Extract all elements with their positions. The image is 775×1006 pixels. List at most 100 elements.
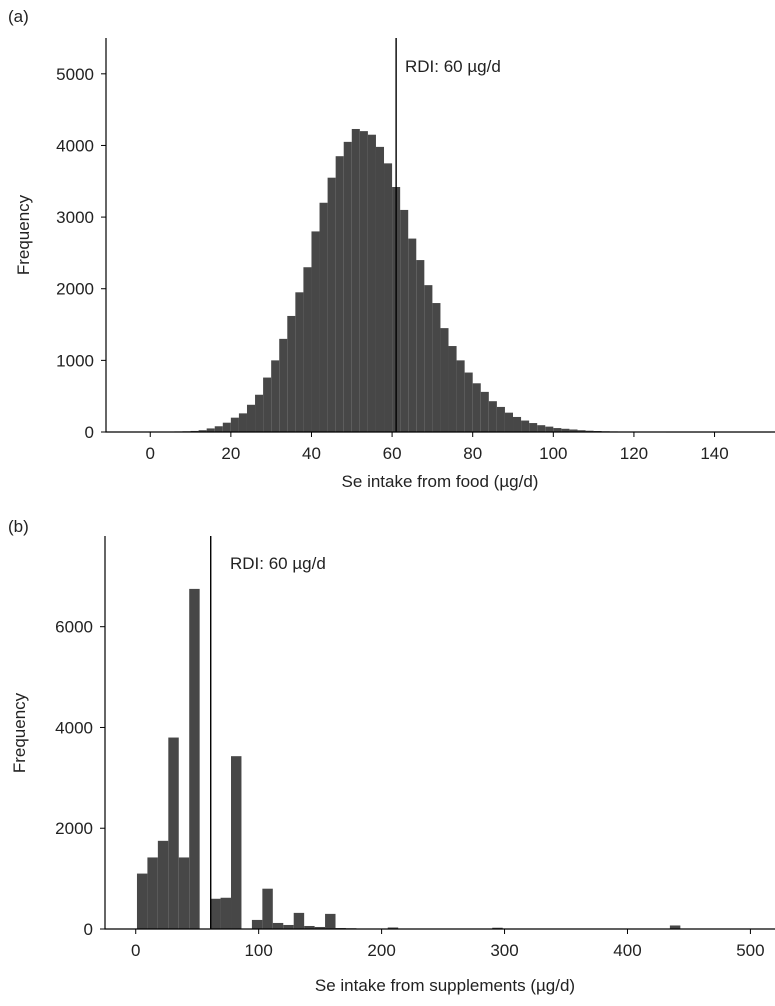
panel-a-bar [440,328,449,432]
panel-b-bar [293,912,305,929]
panel-a-bar [553,428,562,432]
panel-b-bar [669,925,681,929]
panel-a-x-tick-label: 80 [463,444,482,463]
panel-a-y-tick-label: 4000 [56,136,94,155]
panel-b-bar [304,925,315,929]
panel-a-bar [335,156,344,432]
panel-a-bar [472,383,481,432]
panel-b-axes [104,536,775,930]
panel-a-y-ticks: 0 1000 2000 3000 4000 5000 [56,65,106,442]
panel-a-bar [246,404,256,432]
panel-a-bar [537,425,546,432]
panel-a-bar [359,131,368,432]
panel-b-bar [314,926,326,929]
panel-b-bar [387,927,399,929]
panel-a-x-tick-label: 40 [302,444,321,463]
panel-b-y-axis-title: Frequency [10,692,29,773]
panel-b-y-ticks: 0 2000 4000 6000 [55,618,105,939]
panel-b-y-tick-label: 6000 [55,618,93,637]
panel-a-bar [319,202,328,432]
panel-a-bar [303,267,312,432]
panel-a-x-tick-label: 0 [146,444,155,463]
panel-a-bar [400,209,409,432]
panel-a-bar [367,134,376,432]
panel-a-bar [408,238,417,432]
panel-b-histogram: (b) RDI: 60 µg/d 0 2000 4000 6000 0 100 200 30… [8,517,775,995]
panel-b-bar [272,922,284,929]
panel-a-bar [351,128,360,433]
panel-a-bar [214,426,223,432]
panel-a-bar [279,338,288,432]
panel-a-bar [271,360,280,432]
panel-b-bar [147,857,158,929]
panel-a-x-tick-label: 100 [539,444,567,463]
panel-b-bar [220,897,232,929]
panel-b-x-tick-label: 200 [367,941,395,960]
panel-a-bar [238,413,247,432]
panel-a-bar [513,416,522,432]
panel-a-bar [222,422,231,432]
panel-a-y-axis-title: Frequency [14,194,33,275]
panel-a-bar [456,360,465,432]
panel-a-bar [488,401,497,432]
panel-a-bar [464,372,473,432]
panel-a-x-tick-label: 120 [620,444,648,463]
panel-a-bar [198,430,207,432]
panel-a-bar [343,141,352,432]
panel-a-x-tick-label: 20 [221,444,240,463]
panel-b-bar [136,873,148,929]
panel-b-bar [178,857,190,929]
panel-a-bar [480,391,489,432]
panel-b-x-tick-label: 500 [736,941,764,960]
panel-b-x-tick-label: 100 [244,941,272,960]
panel-a-bar [327,177,336,432]
panel-a-bar [416,260,425,432]
panel-a-bar [561,428,570,432]
panel-a-y-tick-label: 1000 [56,351,94,370]
panel-a-bar [311,231,320,432]
panel-b-bar [262,888,273,929]
panel-a-bar [230,417,239,432]
panel-a-y-tick-label: 5000 [56,65,94,84]
panel-a-y-tick-label: 3000 [56,208,94,227]
panel-a-x-tick-label: 140 [700,444,728,463]
panel-a-bar [496,406,505,432]
panel-b-label: (b) [8,517,29,536]
panel-b-y-tick-label: 0 [84,920,93,939]
panel-a-bar [529,423,538,432]
panel-a-x-axis-title: Se intake from food (µg/d) [342,472,539,491]
panel-a-bar [432,303,441,432]
panel-a-bar [569,429,578,432]
panel-a-y-tick-label: 0 [85,423,94,442]
panel-b-bar [157,840,169,929]
panel-a-bar [263,377,272,432]
panel-b-x-tick-label: 0 [131,941,140,960]
panel-b-bar [251,919,263,929]
panel-a-rdi-label: RDI: 60 µg/d [405,57,501,76]
panel-a-x-ticks: 0 20 40 60 80 100 120 140 [146,432,729,463]
panel-a-bar [287,315,296,432]
panel-a-bars [150,128,771,433]
panel-b-y-tick-label: 4000 [55,718,93,737]
panel-a-y-tick-label: 2000 [56,280,94,299]
panel-b-bar [231,756,242,929]
panel-a-bar [375,146,385,432]
panel-a-bar [545,426,554,432]
panel-a-bar [384,163,393,433]
panel-b-bars [136,588,764,930]
panel-a-bar [206,428,215,432]
panel-b-bar [492,927,503,929]
panel-a-bar [521,420,530,432]
panel-a-bar [424,285,433,432]
panel-a-bar [585,430,594,432]
panel-a-bar [577,430,586,432]
panel-b-x-tick-label: 300 [490,941,518,960]
panel-a-bar [295,292,304,432]
panel-b-rdi-label: RDI: 60 µg/d [230,554,326,573]
panel-b-x-axis-title: Se intake from supplements (µg/d) [315,976,575,995]
panel-b-bar [283,924,294,929]
panel-b-x-tick-label: 400 [613,941,641,960]
panel-a-bar [504,412,513,432]
